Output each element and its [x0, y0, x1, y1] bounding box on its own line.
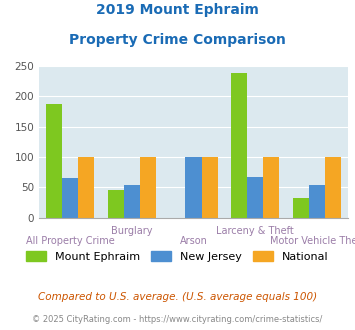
- Bar: [325, 157, 341, 218]
- Text: 2019 Mount Ephraim: 2019 Mount Ephraim: [96, 3, 259, 17]
- Bar: [231, 73, 247, 218]
- Bar: [124, 185, 140, 218]
- Legend: Mount Ephraim, New Jersey, National: Mount Ephraim, New Jersey, National: [26, 251, 329, 262]
- Bar: [140, 157, 156, 218]
- Text: Arson: Arson: [180, 236, 207, 246]
- Bar: [108, 190, 124, 218]
- Text: All Property Crime: All Property Crime: [26, 236, 114, 246]
- Bar: [62, 178, 78, 218]
- Text: Motor Vehicle Theft: Motor Vehicle Theft: [270, 236, 355, 246]
- Bar: [78, 157, 94, 218]
- Text: Burglary: Burglary: [111, 226, 152, 236]
- Bar: [309, 185, 325, 218]
- Bar: [202, 157, 218, 218]
- Text: Property Crime Comparison: Property Crime Comparison: [69, 33, 286, 47]
- Text: © 2025 CityRating.com - https://www.cityrating.com/crime-statistics/: © 2025 CityRating.com - https://www.city…: [32, 315, 323, 324]
- Text: Compared to U.S. average. (U.S. average equals 100): Compared to U.S. average. (U.S. average …: [38, 292, 317, 302]
- Bar: [293, 198, 309, 218]
- Bar: [263, 157, 279, 218]
- Bar: [46, 104, 62, 218]
- Bar: [185, 157, 202, 218]
- Text: Larceny & Theft: Larceny & Theft: [216, 226, 294, 236]
- Bar: [247, 177, 263, 218]
